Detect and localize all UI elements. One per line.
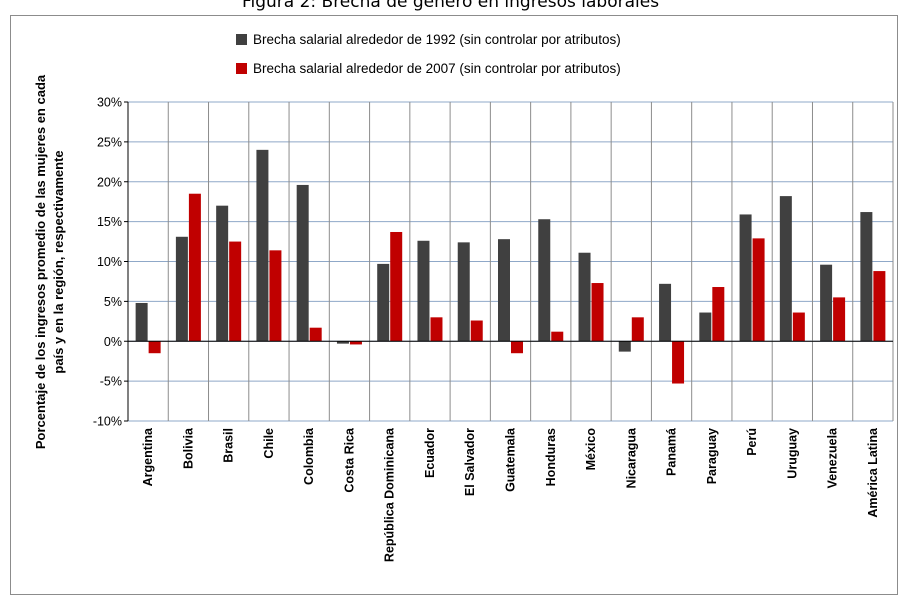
chart-title: Figura 2: Brecha de género en ingresos l… [241,0,660,12]
bars [135,149,886,384]
bar-1992 [538,219,551,342]
legend: Brecha salarial alrededor de 1992 (sin c… [236,30,621,88]
bar-1992 [216,205,229,342]
bar-2007 [430,317,443,342]
x-category-label: Panamá [665,428,679,476]
bar-2007 [752,238,765,342]
bar-2007 [792,312,805,342]
x-category-label: Chile [262,428,276,459]
chart-frame [10,15,898,595]
y-tick-label: -5% [100,375,122,389]
bar-1992 [820,264,833,342]
bar-1992 [659,283,672,342]
bar-1992 [699,312,712,342]
x-category-label: Paraguay [705,428,719,484]
y-tick-label: 15% [97,215,122,229]
bar-2007 [712,287,725,342]
bar-1992 [618,341,631,352]
x-category-label: América Latina [866,427,880,518]
bar-1992 [296,184,309,342]
bar-2007 [631,317,644,342]
bar-1992 [498,239,510,342]
bar-2007 [148,341,161,354]
y-tick-label: 0% [104,335,122,349]
y-tick-label: 30% [97,96,122,110]
x-category-label: Nicaragua [624,427,638,488]
bar-2007 [672,341,685,384]
legend-item-1992: Brecha salarial alrededor de 1992 (sin c… [236,30,621,49]
x-category-label: Colombia [302,427,316,485]
x-category-label: Costa Rica [342,427,356,493]
y-tick-labels: -10% -5% 0% 5% 10% 15% 20% 25% 30% [93,96,122,429]
bar-2007 [229,241,242,342]
bar-1992 [417,240,430,342]
y-tick-label: 10% [97,255,122,269]
x-category-label: Ecuador [423,428,437,478]
bar-2007 [390,231,403,342]
bar-2007 [591,283,604,342]
bar-1992 [457,242,470,342]
x-category-label: El Salvador [463,428,477,496]
y-axis-label-line-2: país y en la región, respectivamente [51,150,66,373]
bar-1992 [578,252,591,342]
bar-2007 [309,327,322,342]
bar-2007 [873,271,886,342]
gridlines [128,101,893,422]
bar-1992 [175,236,188,342]
x-category-label: Bolivia [181,427,195,469]
x-category-label: Venezuela [826,427,840,488]
legend-swatch-2007 [236,63,247,74]
bar-2007 [470,320,483,342]
bar-1992 [135,302,148,342]
bar-1992 [739,214,752,342]
bar-2007 [188,193,201,342]
bar-1992 [779,196,792,342]
x-category-label: Argentina [141,427,155,486]
y-tick-label: 25% [97,135,122,149]
y-axis-label-line-1: Porcentaje de los ingresos promedio de l… [33,74,48,449]
legend-label-2007: Brecha salarial alrededor de 2007 (sin c… [253,61,621,76]
legend-item-2007: Brecha salarial alrededor de 2007 (sin c… [236,59,621,78]
y-tick-label: 5% [104,295,122,309]
bar-1992 [336,341,349,344]
x-category-label: Honduras [544,428,558,486]
legend-label-1992: Brecha salarial alrededor de 1992 (sin c… [253,32,621,47]
x-category-label: Brasil [222,428,236,463]
legend-swatch-1992 [236,34,247,45]
x-category-label: Perú [745,428,759,456]
x-category-label: México [584,428,598,471]
bar-2007 [349,341,362,345]
x-category-label: República Dominicana [383,427,397,562]
x-category-label: Guatemala [504,427,518,492]
bar-1992 [377,263,390,342]
bar-1992 [256,149,269,342]
x-category-label: Uruguay [785,428,799,479]
axes [124,101,893,422]
bar-2007 [551,331,564,342]
y-tick-label: 20% [97,175,122,189]
bar-2007 [833,297,846,342]
y-tick-label: -10% [93,415,122,429]
x-category-labels: Argentina Bolivia Brasil Chile Colombia Costa… [141,427,880,562]
bar-2007 [511,341,523,354]
bar-2007 [269,250,282,342]
bar-1992 [860,212,873,342]
